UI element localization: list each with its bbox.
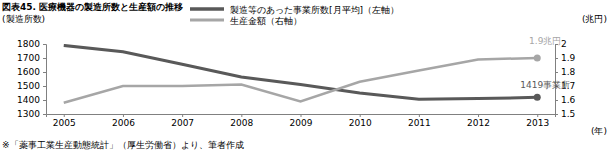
x-tick-mark	[537, 114, 538, 117]
y-axis-title: (製造所数)	[2, 14, 45, 24]
x-tick-label: 2010	[349, 118, 372, 128]
plot-area	[64, 45, 541, 102]
y-tick-label: 1500	[17, 81, 40, 91]
y-tick: 1700	[17, 53, 46, 63]
series-marker	[534, 55, 541, 62]
y2-tick-mark	[555, 100, 558, 101]
x-tick: 2010	[349, 114, 372, 128]
x-tick-label: 2009	[290, 118, 313, 128]
x-tick-mark	[182, 114, 183, 117]
series-line	[64, 45, 537, 99]
y2-axis-title: (兆円)	[582, 14, 607, 24]
x-tick-label: 2012	[467, 118, 490, 128]
legend-label: 製造等のあった事業所数[月平均]（左軸）	[230, 5, 399, 15]
legend-label: 生産金額（右軸）	[230, 16, 302, 26]
x-tick-mark	[360, 114, 361, 117]
y-tick: 1500	[17, 81, 46, 91]
y-tick-label: 1400	[17, 95, 40, 105]
y2-tick-label: 1.9	[561, 53, 576, 63]
legend: 製造等のあった事業所数[月平均]（左軸）生産金額（右軸）	[190, 5, 399, 26]
x-tick-mark	[64, 114, 65, 117]
x-tick: 2006	[112, 114, 135, 128]
y-tick-label: 1300	[17, 109, 40, 119]
y-tick-label: 1600	[17, 67, 40, 77]
x-tick-label: 2007	[171, 118, 194, 128]
series-marker	[534, 94, 541, 101]
y-tick-mark	[43, 100, 46, 101]
y-tick: 1300	[17, 109, 46, 119]
x-axis: 2005 2006 2007 2008 2009 2010 2011 2012 2013	[47, 114, 556, 128]
x-tick: 2009	[290, 114, 313, 128]
y2-tick-label: 1.8	[561, 67, 576, 77]
x-tick: 2012	[467, 114, 490, 128]
x-tick-label: 2008	[230, 118, 253, 128]
title: 図表45. 医療機器の製造所数と生産額の推移	[2, 2, 183, 12]
x-tick-label: 2013	[526, 118, 549, 128]
y-axis-line	[43, 45, 47, 115]
x-tick: 2013	[526, 114, 549, 128]
legend-swatch	[190, 7, 224, 11]
x-tick: 2008	[230, 114, 253, 128]
x-axis-title: (年)	[591, 126, 607, 136]
y2-tick-mark	[555, 58, 558, 59]
y-tick: 1400	[17, 95, 46, 105]
y-tick-mark	[43, 72, 46, 73]
legend-swatch	[190, 19, 224, 22]
y2-tick-label: 1.6	[561, 95, 576, 105]
x-tick-label: 2005	[53, 118, 76, 128]
y2-tick-label: 2	[561, 39, 567, 49]
x-tick-mark	[241, 114, 242, 117]
x-tick-mark	[123, 114, 124, 117]
y-tick-mark	[43, 86, 46, 87]
series-line	[64, 58, 537, 103]
y2-tick-label: 1.5	[561, 109, 575, 119]
y-tick: 1600	[17, 67, 46, 77]
y-tick-mark	[43, 44, 46, 45]
note: ※「薬事工業生産動態統計」（厚生労働省）より、筆者作成	[2, 140, 244, 150]
x-tick-mark	[301, 114, 302, 117]
y2-tick-mark	[555, 72, 558, 73]
annotation: 1.9兆円	[529, 36, 561, 46]
y2-tick: 1.5	[555, 109, 575, 119]
x-tick: 2007	[171, 114, 194, 128]
chart: 図表45. 医療機器の製造所数と生産額の推移 (製造所数) (兆円) (年) ※「薬事工…	[0, 0, 611, 153]
x-tick-label: 2011	[408, 118, 431, 128]
x-tick-mark	[419, 114, 420, 117]
y-tick-label: 1700	[17, 53, 40, 63]
x-tick: 2005	[53, 114, 76, 128]
x-axis-line	[47, 115, 556, 118]
y-tick-mark	[43, 114, 46, 115]
y-tick: 1800	[17, 39, 46, 49]
x-tick: 2011	[408, 114, 431, 128]
x-tick-mark	[478, 114, 479, 117]
y2-tick: 1.6	[555, 95, 576, 105]
y-tick-label: 1800	[17, 39, 40, 49]
y-tick-mark	[43, 58, 46, 59]
y2-tick: 1.9	[555, 53, 576, 63]
x-tick-label: 2006	[112, 118, 135, 128]
y-axis: 1300 1400 1500 1600 1700 1800	[17, 39, 46, 119]
annotation: 1419事業所	[520, 80, 570, 90]
y2-tick: 1.8	[555, 67, 576, 77]
